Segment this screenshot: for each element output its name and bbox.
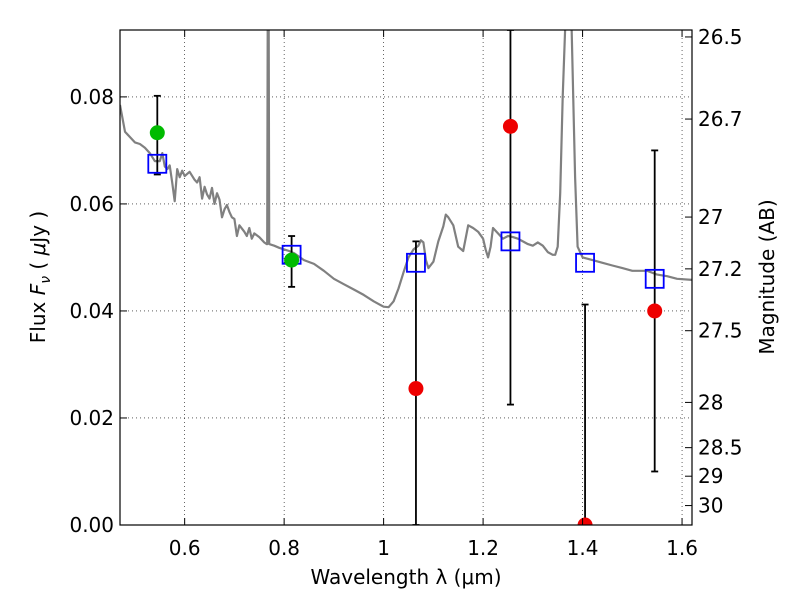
y-label-symbol: F	[26, 283, 50, 295]
mag-tick-label: 26.5	[698, 25, 743, 49]
mag-tick-label: 27.2	[698, 257, 743, 281]
mag-tick-label: 27.5	[698, 319, 743, 343]
y-tick-label: 0.08	[69, 85, 114, 109]
model-photometry-marker	[147, 153, 168, 174]
model-photometry-marker	[644, 268, 665, 289]
x-tick-label: 1	[377, 536, 390, 560]
low-significance-point	[502, 118, 518, 134]
mag-tick-label: 28.5	[698, 436, 743, 460]
mag-tick-label: 27	[698, 205, 723, 229]
y-tick-label: 0.04	[69, 299, 114, 323]
x-tick-label: 1.6	[666, 536, 698, 560]
y-label-suffix: Jy )	[26, 211, 50, 245]
low-significance-point	[577, 517, 593, 525]
plot-frame	[119, 29, 693, 526]
y-axis-label-left: Flux Fν ( μJy )	[26, 211, 54, 343]
low-significance-point	[647, 303, 663, 319]
model-photometry-marker	[500, 231, 521, 252]
mag-tick-label: 30	[698, 494, 723, 518]
y-label-symbol-sub: ν	[38, 276, 54, 284]
y-tick-label: 0.02	[69, 406, 114, 430]
mag-tick-label: 29	[698, 464, 723, 488]
model-spectrum-line	[120, 30, 692, 309]
mag-tick-label: 26.7	[698, 107, 743, 131]
y-tick-label: 0.00	[69, 513, 114, 537]
model-photometry-marker	[406, 252, 426, 273]
x-axis-label: Wavelength λ (μm)	[310, 565, 501, 589]
y-tick-label: 0.06	[69, 192, 114, 216]
low-significance-point	[408, 381, 424, 397]
detection-point	[149, 125, 165, 141]
plot-area	[120, 30, 692, 525]
x-tick-label: 0.6	[169, 536, 201, 560]
y-axis-label-right: Magnitude (AB)	[755, 199, 779, 354]
y-label-mid: (	[26, 255, 50, 276]
x-tick-label: 0.8	[268, 536, 300, 560]
grid	[120, 30, 692, 526]
model-photometry-marker	[575, 252, 595, 273]
y-label-prefix: Flux	[26, 295, 50, 343]
axis-ticks: 0.6 0.8 1 1.2 1.4 1.6 0.00 0.02 0.04 0.06 0.08 26.5…	[69, 25, 742, 560]
mag-tick-label: 28	[698, 390, 723, 414]
detection-point	[284, 252, 300, 268]
x-tick-label: 1.4	[567, 536, 599, 560]
y-label-mu: μ	[26, 243, 50, 257]
x-tick-label: 1.2	[467, 536, 499, 560]
